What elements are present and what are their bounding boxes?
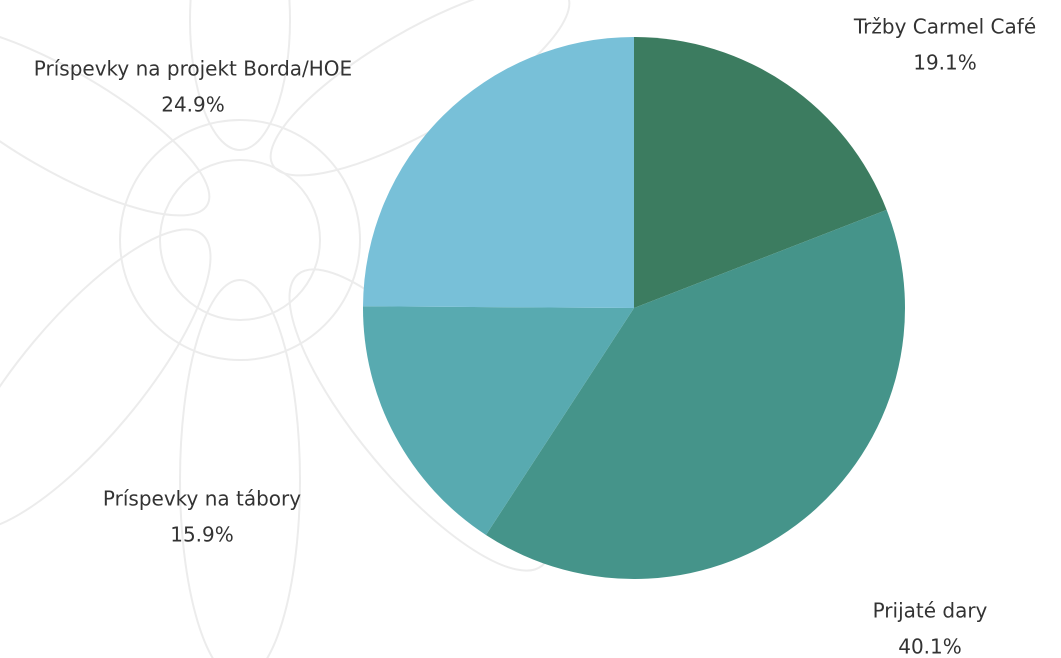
- slice-label: Príspevky na tábory: [103, 487, 301, 511]
- slice-value-label: 15.9%: [170, 523, 234, 547]
- slice-label: Príspevky na projekt Borda/HOE: [34, 57, 352, 81]
- slice-value-label: 19.1%: [913, 51, 977, 75]
- slice-value-label: 24.9%: [161, 93, 225, 117]
- slice-label: Tržby Carmel Café: [853, 15, 1036, 39]
- pie-slice: [363, 37, 634, 308]
- pie-slice: [363, 306, 634, 535]
- slice-value-label: 40.1%: [898, 635, 962, 658]
- slice-label: Prijaté dary: [873, 599, 988, 623]
- pie-slice: [634, 37, 887, 308]
- pie-slice: [485, 209, 905, 579]
